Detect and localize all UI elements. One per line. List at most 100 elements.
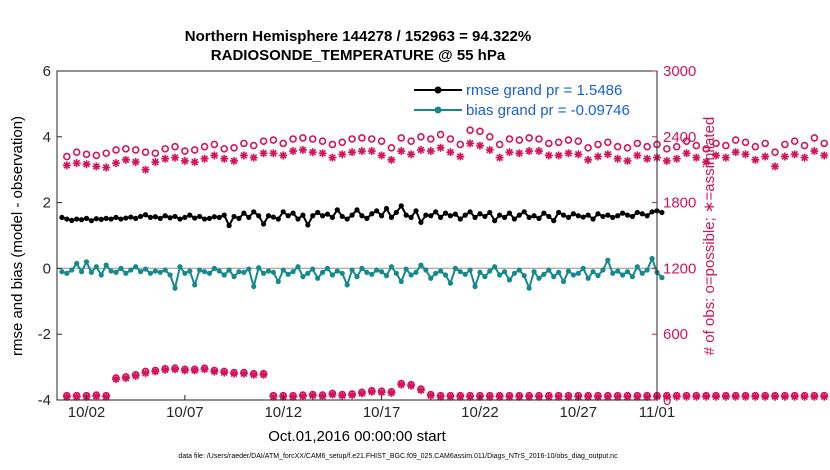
- data-point: [128, 214, 134, 220]
- x-tick-label: 10/12: [264, 404, 302, 421]
- data-point: [151, 149, 160, 158]
- data-point: [171, 365, 180, 374]
- data-point: [511, 216, 517, 222]
- data-point: [790, 137, 799, 145]
- y-tick-label: 4: [43, 129, 51, 146]
- data-point: [328, 153, 337, 162]
- data-point: [231, 213, 237, 220]
- data-point: [190, 366, 199, 375]
- y-tick-label: 6: [43, 63, 51, 80]
- data-point: [383, 273, 390, 279]
- data-point: [211, 265, 217, 271]
- data-point: [329, 272, 336, 278]
- data-point: [348, 391, 357, 400]
- data-point: [93, 264, 99, 270]
- data-point: [387, 143, 396, 152]
- y-right-tick-label: 1200: [663, 260, 696, 277]
- data-point: [348, 148, 357, 157]
- data-point: [595, 273, 601, 279]
- data-point: [240, 139, 248, 148]
- data-point: [290, 210, 296, 216]
- data-point: [506, 210, 513, 216]
- data-point: [192, 215, 198, 221]
- data-point: [387, 155, 396, 164]
- data-point: [629, 213, 636, 220]
- data-point: [246, 266, 252, 272]
- data-point: [605, 212, 611, 218]
- data-point: [308, 148, 317, 157]
- data-point: [615, 268, 621, 274]
- data-point: [147, 270, 154, 276]
- data-point: [634, 264, 640, 270]
- data-point: [220, 368, 229, 377]
- data-point: [492, 264, 498, 270]
- data-point: [305, 270, 311, 276]
- y-right-tick-label: 2400: [663, 129, 696, 146]
- y-tick-label: 0: [43, 260, 51, 277]
- data-point: [157, 215, 163, 221]
- data-point: [98, 216, 104, 222]
- y-tick-label: 2: [43, 195, 51, 212]
- data-point: [580, 265, 586, 271]
- data-point: [280, 267, 286, 273]
- data-point: [339, 213, 345, 220]
- data-point: [659, 275, 665, 281]
- data-point: [201, 216, 208, 222]
- data-point: [781, 140, 789, 149]
- data-point: [344, 282, 350, 288]
- data-point: [407, 137, 415, 145]
- data-point: [59, 214, 65, 221]
- data-point: [623, 156, 632, 165]
- data-point: [613, 154, 622, 163]
- data-point: [810, 147, 819, 156]
- data-point: [269, 149, 278, 158]
- data-point: [280, 209, 286, 215]
- data-point: [751, 392, 760, 401]
- data-point: [456, 392, 465, 401]
- data-point: [525, 147, 534, 156]
- data-point: [249, 370, 258, 379]
- data-point: [367, 147, 376, 156]
- data-point: [103, 215, 109, 221]
- data-point: [359, 213, 365, 219]
- data-point: [172, 285, 178, 291]
- data-point: [771, 392, 780, 401]
- data-file-footnote: data file: /Users/raeder/DAI/ATM_forcXX/…: [178, 453, 618, 460]
- data-point: [357, 389, 366, 398]
- data-point: [338, 150, 347, 159]
- data-point: [187, 212, 193, 218]
- data-point: [593, 392, 602, 401]
- data-point: [239, 369, 248, 378]
- data-point: [761, 392, 770, 401]
- data-point: [295, 216, 301, 222]
- series-2: [63, 126, 829, 161]
- data-point: [295, 264, 301, 270]
- data-point: [102, 392, 111, 401]
- data-point: [565, 214, 572, 221]
- data-point: [662, 392, 671, 401]
- data-point: [574, 137, 583, 145]
- data-point: [466, 139, 475, 148]
- data-point: [820, 392, 829, 401]
- data-point: [672, 154, 681, 163]
- data-point: [438, 214, 444, 221]
- data-point: [285, 271, 291, 277]
- data-point: [118, 216, 124, 222]
- data-point: [141, 148, 150, 156]
- data-point: [354, 274, 360, 280]
- data-point: [605, 257, 611, 263]
- data-point: [584, 392, 593, 401]
- data-point: [377, 137, 386, 145]
- data-point: [300, 274, 306, 280]
- data-point: [141, 369, 150, 378]
- data-point: [649, 255, 655, 262]
- data-point: [378, 269, 385, 275]
- data-point: [201, 269, 208, 275]
- data-point: [659, 209, 665, 216]
- data-point: [152, 268, 158, 274]
- data-point: [741, 150, 750, 159]
- data-point: [692, 153, 701, 162]
- data-point: [259, 137, 268, 145]
- data-point: [200, 142, 209, 151]
- data-point: [161, 154, 170, 163]
